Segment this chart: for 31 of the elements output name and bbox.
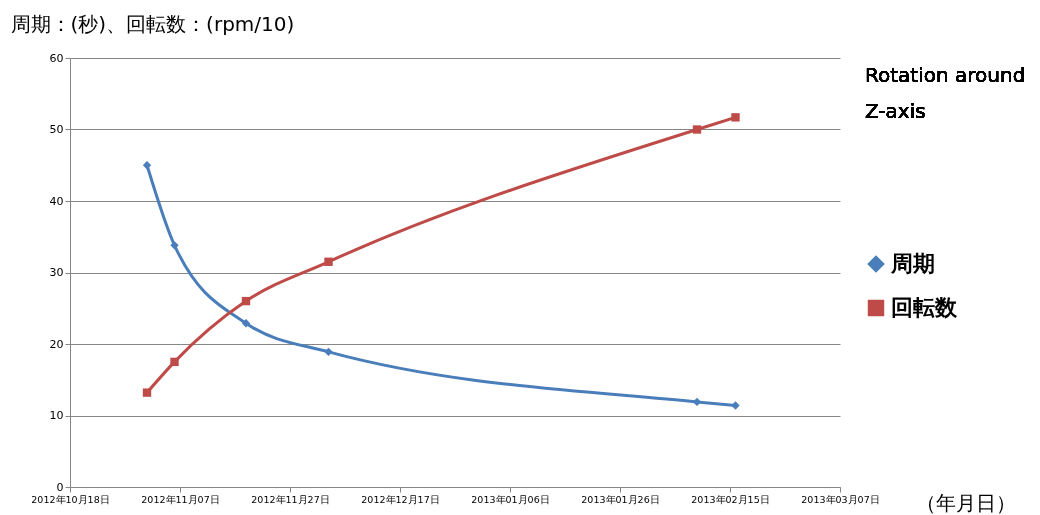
point — [731, 113, 740, 122]
x-tick-label: 2013年02月15日 — [691, 493, 770, 505]
point — [324, 257, 333, 266]
text: Rotation around Z-axis — [865, 63, 1026, 123]
y-tick-label: 60 — [49, 51, 64, 65]
y-tick-label: 40 — [49, 194, 64, 208]
point — [170, 241, 179, 250]
y-tick-label: 0 — [56, 480, 64, 494]
point — [731, 401, 740, 410]
legend-label: 周期 — [890, 251, 935, 276]
x-tick-label: 2013年01月06日 — [471, 493, 550, 505]
x-tick-label: 2012年11月27日 — [251, 493, 330, 505]
y-tick-label: 30 — [49, 266, 64, 279]
legend-label: 回転数 — [891, 295, 958, 320]
y-tick-label: 50 — [49, 123, 64, 136]
point — [692, 125, 702, 134]
point — [241, 296, 251, 306]
x-tick-label: 2012年12月17日 — [361, 493, 440, 505]
point — [170, 357, 179, 367]
x-tick-label: 2012年11月07日 — [141, 493, 220, 505]
point — [324, 347, 333, 357]
y-tick-label: 10 — [49, 409, 64, 422]
point — [142, 388, 152, 397]
x-axis-title: （年月日） — [915, 490, 1016, 515]
point — [142, 161, 152, 170]
x-tick-label: 2012年10月18日 — [31, 493, 110, 505]
x-tick-label: 2013年01月26日 — [581, 493, 660, 505]
point — [241, 319, 251, 328]
x-tick-label: 2013年03月07日 — [801, 493, 880, 505]
y-tick-label: 20 — [49, 337, 64, 351]
y-axis-title: 周期：(秒)、回転数：(rpm/10) — [10, 11, 295, 36]
